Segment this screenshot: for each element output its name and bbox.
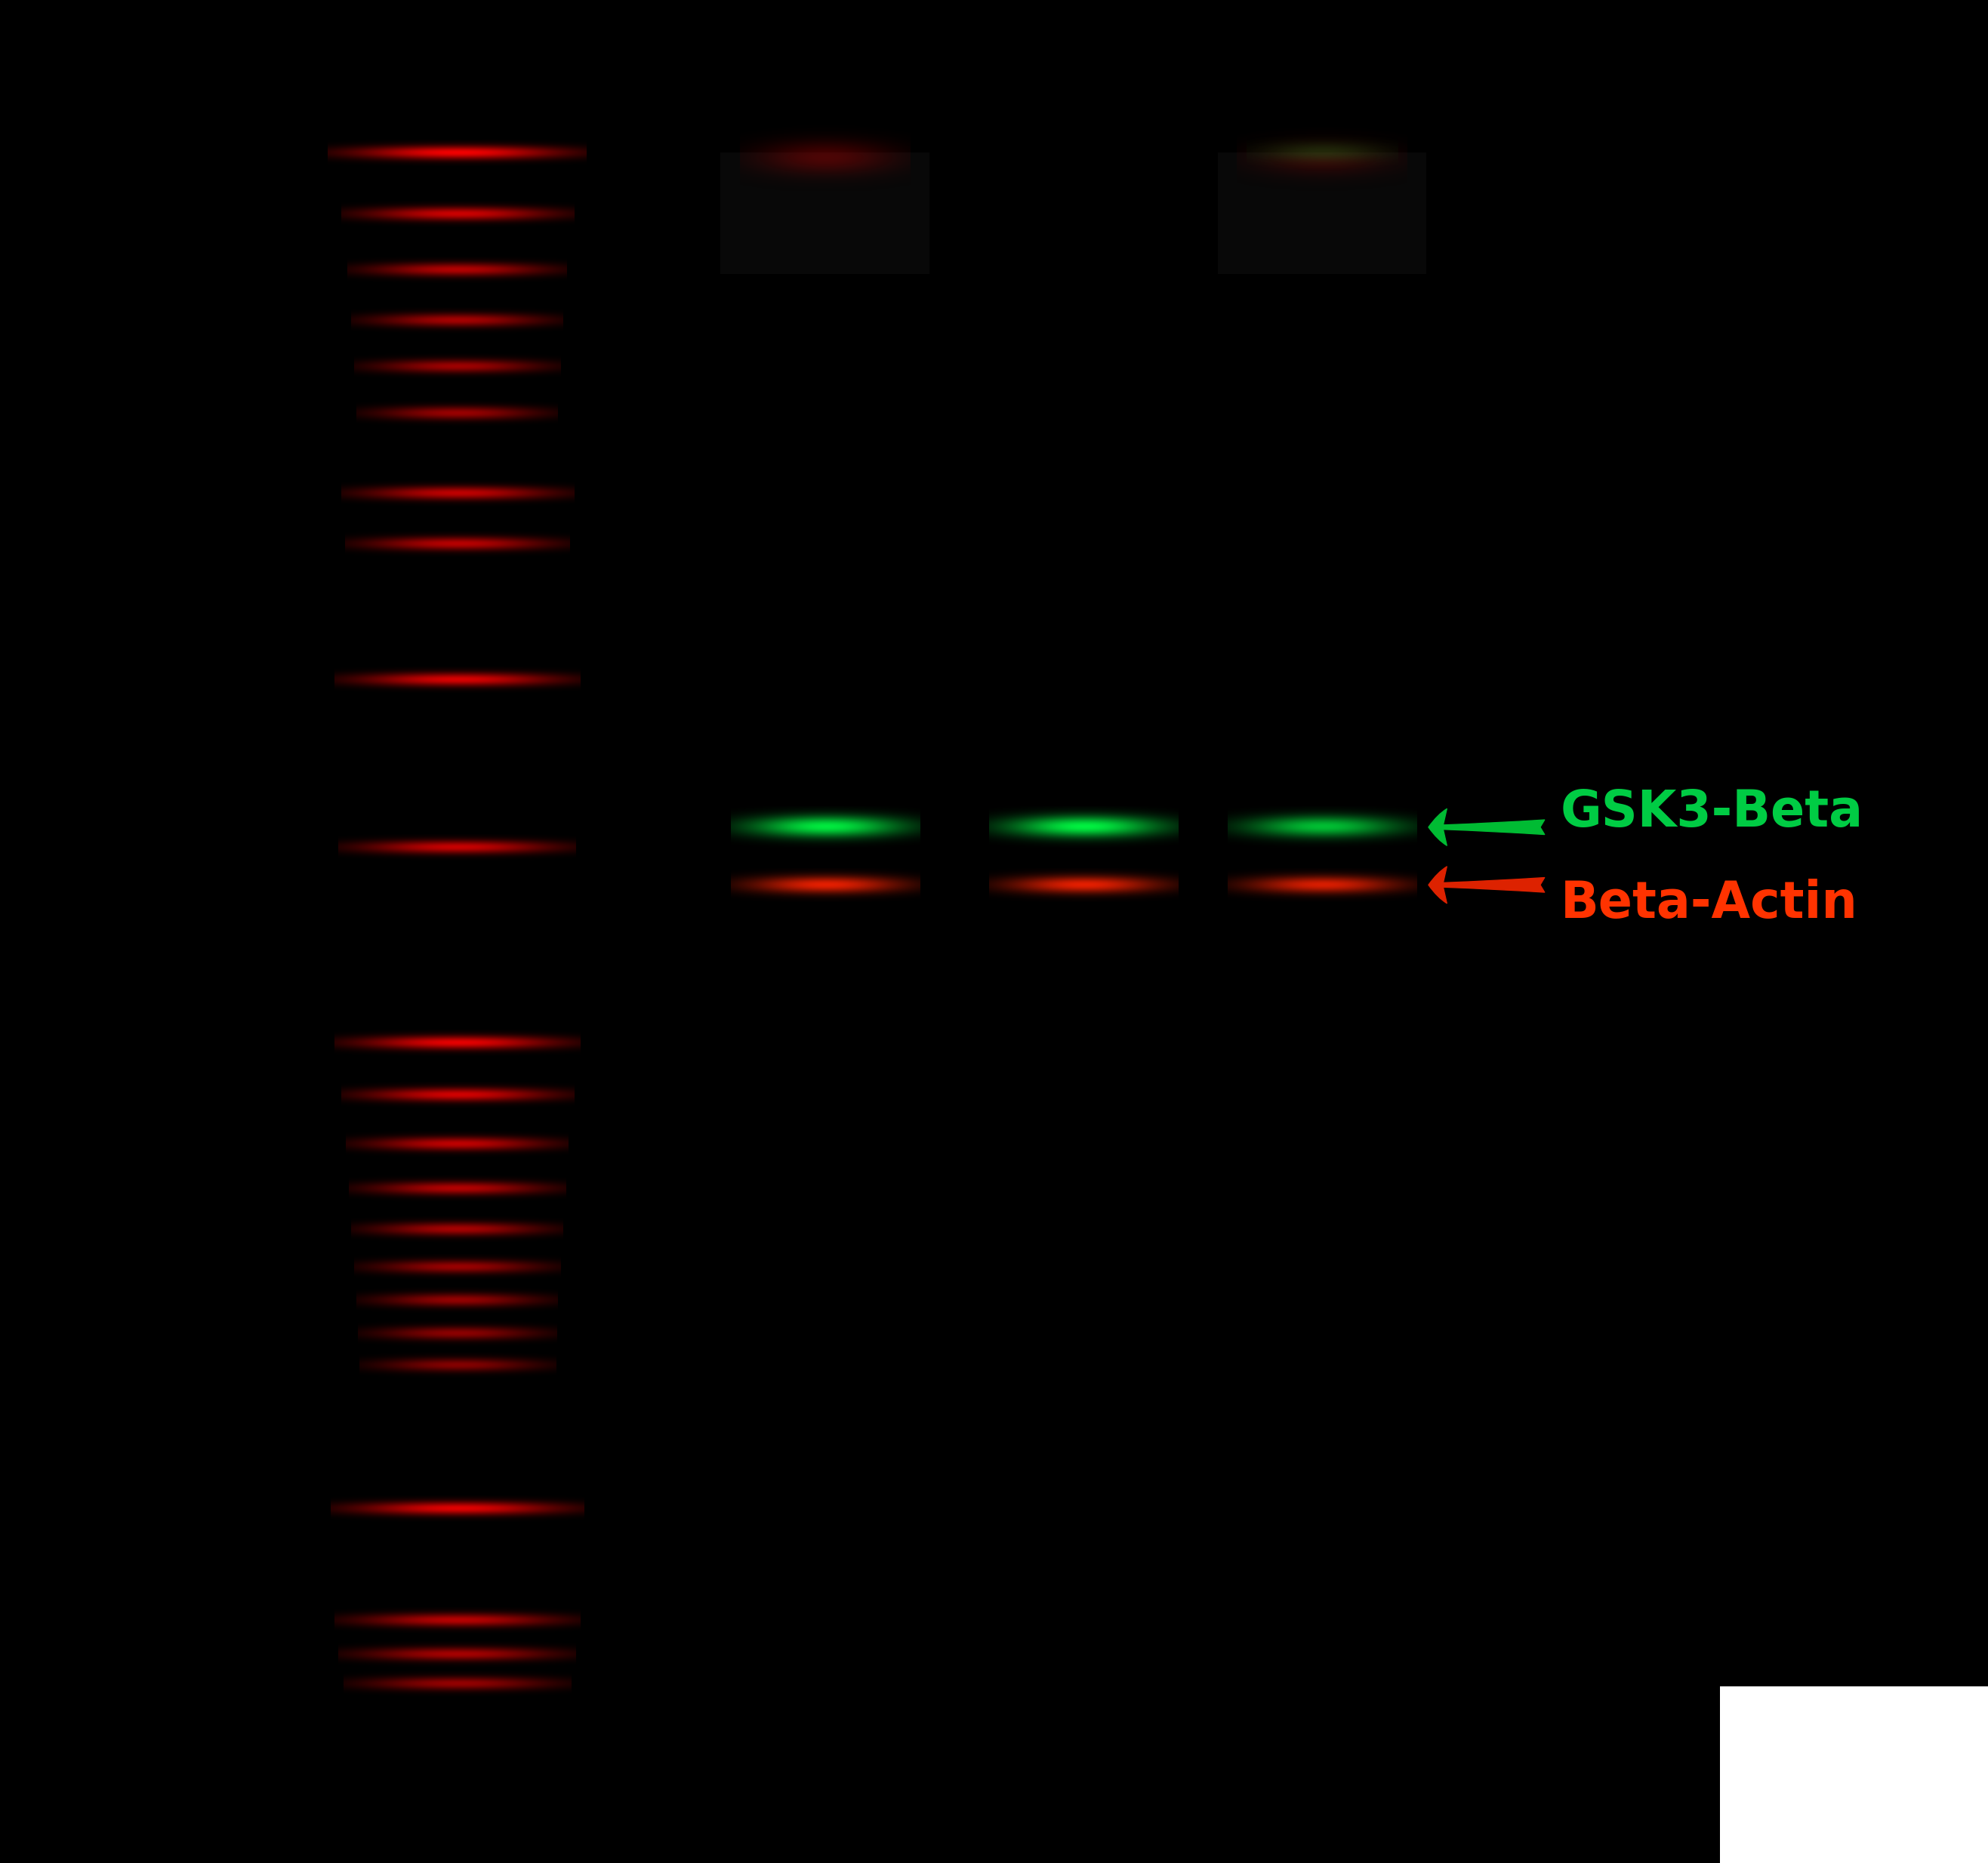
Bar [720, 153, 928, 274]
Text: GSK3-Beta: GSK3-Beta [1561, 788, 1863, 836]
Bar [1720, 1686, 1988, 1863]
Bar [1217, 153, 1427, 274]
Text: Beta-Actin: Beta-Actin [1561, 879, 1859, 928]
